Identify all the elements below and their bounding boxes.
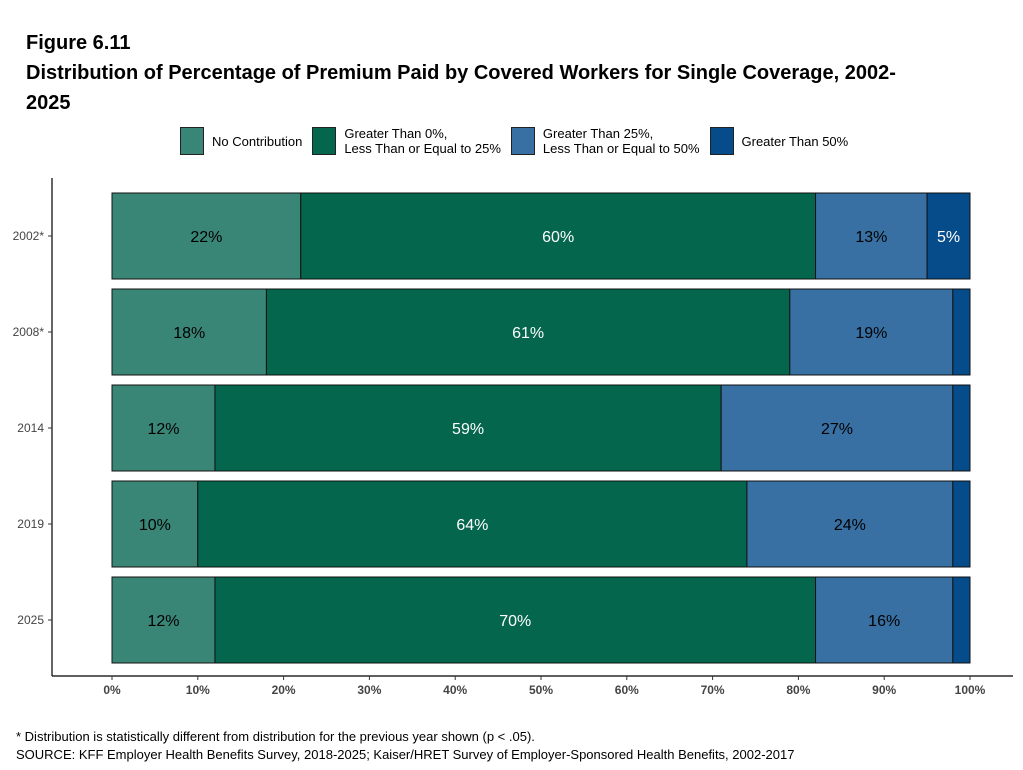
bar-segment bbox=[789, 288, 954, 376]
bar-segment bbox=[720, 384, 954, 472]
x-tick-label: 80% bbox=[786, 683, 810, 697]
stacked-bar-chart: 2002* 22% 60% 13% 5% 2008* 18% 61% 19% 2014 12% 59%… bbox=[13, 178, 1013, 697]
footnote: * Distribution is statistically differen… bbox=[16, 729, 535, 744]
footer: * Distribution is statistically differen… bbox=[16, 728, 794, 764]
figure-label: Figure 6.11 bbox=[26, 32, 131, 54]
data-label: 64% bbox=[456, 517, 488, 534]
legend-item-over-50: Greater Than 50% bbox=[709, 127, 849, 155]
data-label: 27% bbox=[821, 421, 853, 438]
bar-segment bbox=[815, 576, 954, 664]
bar-segment bbox=[952, 384, 971, 472]
figure-title: Distribution of Percentage of Premium Pa… bbox=[26, 62, 896, 114]
data-label: 60% bbox=[542, 229, 574, 246]
x-tick-label: 40% bbox=[443, 683, 467, 697]
bar-segment bbox=[265, 288, 791, 376]
legend-label: No Contribution bbox=[212, 133, 303, 149]
bar-segment bbox=[111, 288, 267, 376]
data-label: 24% bbox=[834, 517, 866, 534]
data-label: 22% bbox=[190, 229, 222, 246]
data-label: 16% bbox=[868, 613, 900, 630]
legend-label: Greater Than 50% bbox=[741, 133, 849, 149]
data-label: 5% bbox=[937, 229, 960, 246]
legend-swatch bbox=[510, 127, 535, 155]
data-label: 18% bbox=[173, 325, 205, 342]
bar-segment bbox=[952, 288, 971, 376]
bar-segment bbox=[952, 576, 971, 664]
bar-segment bbox=[926, 192, 971, 280]
x-tick-label: 50% bbox=[529, 683, 553, 697]
x-tick-label: 20% bbox=[272, 683, 296, 697]
x-tick-label: 70% bbox=[701, 683, 725, 697]
bar-segment bbox=[111, 192, 302, 280]
y-tick-label: 2002* bbox=[13, 229, 45, 243]
bar-segment bbox=[815, 192, 928, 280]
bar-segment bbox=[952, 480, 971, 568]
bar-segment bbox=[300, 192, 817, 280]
data-label: 12% bbox=[147, 613, 179, 630]
x-tick-label: 10% bbox=[186, 683, 210, 697]
data-label: 19% bbox=[855, 325, 887, 342]
bar-segment bbox=[214, 576, 817, 664]
bar-segment bbox=[111, 576, 216, 664]
x-tick-label: 90% bbox=[872, 683, 896, 697]
legend-item-0-to-25: Greater Than 0%, Less Than or Equal to 2… bbox=[312, 126, 501, 156]
legend-item-25-to-50: Greater Than 25%, Less Than or Equal to … bbox=[510, 126, 700, 156]
y-tick-label: 2025 bbox=[17, 613, 44, 627]
data-label: 59% bbox=[452, 421, 484, 438]
x-tick-label: 0% bbox=[103, 683, 121, 697]
bar-segment bbox=[214, 384, 722, 472]
data-label: 61% bbox=[512, 325, 544, 342]
y-tick-label: 2014 bbox=[17, 421, 44, 435]
legend-swatch bbox=[709, 127, 734, 155]
title-block: Figure 6.11 Distribution of Percentage o… bbox=[26, 28, 926, 118]
y-tick-label: 2019 bbox=[17, 517, 44, 531]
legend-swatch bbox=[312, 127, 337, 155]
legend-swatch bbox=[180, 127, 204, 155]
y-tick-label: 2008* bbox=[13, 325, 45, 339]
source-note: SOURCE: KFF Employer Health Benefits Sur… bbox=[16, 747, 795, 762]
bar-segment bbox=[746, 480, 954, 568]
data-label: 10% bbox=[139, 517, 171, 534]
data-label: 13% bbox=[855, 229, 887, 246]
data-label: 12% bbox=[147, 421, 179, 438]
legend-label: Greater Than 0%, Less Than or Equal to 2… bbox=[344, 126, 501, 156]
x-tick-label: 60% bbox=[615, 683, 639, 697]
bar-segment bbox=[197, 480, 748, 568]
x-tick-label: 30% bbox=[357, 683, 381, 697]
bar-segment bbox=[111, 480, 199, 568]
legend-label: Greater Than 25%, Less Than or Equal to … bbox=[542, 126, 700, 156]
chart-legend: No Contribution Greater Than 0%, Less Th… bbox=[180, 126, 858, 156]
x-tick-label: 100% bbox=[955, 683, 986, 697]
legend-item-no-contribution: No Contribution bbox=[180, 127, 302, 155]
data-label: 70% bbox=[499, 613, 531, 630]
